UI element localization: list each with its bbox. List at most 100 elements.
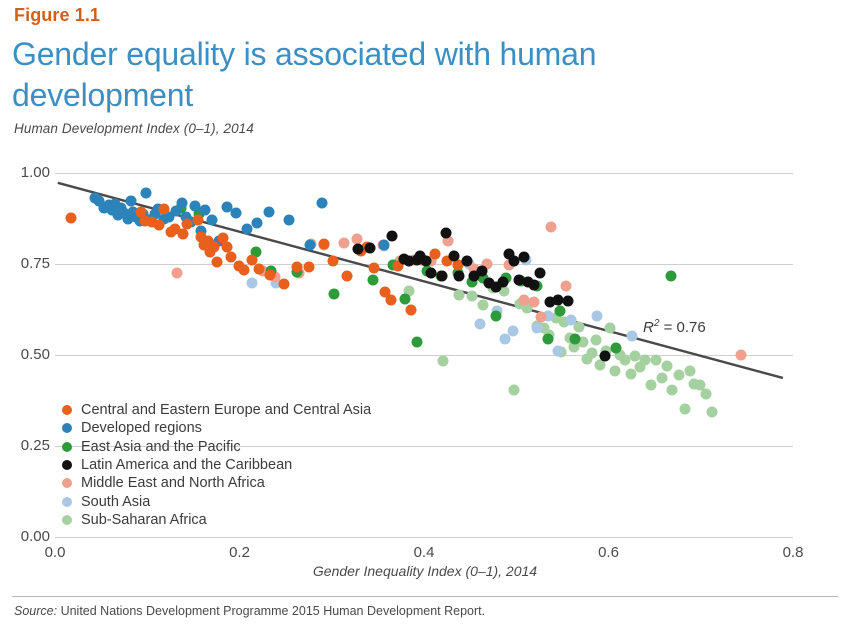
data-point	[476, 265, 488, 277]
data-point	[181, 218, 193, 230]
data-point	[503, 248, 515, 260]
x-tick-label: 0.8	[782, 544, 804, 561]
data-point	[562, 295, 574, 307]
data-point	[368, 262, 380, 274]
source-note: Source: United Nations Development Progr…	[14, 604, 485, 618]
data-point	[387, 259, 399, 271]
data-point	[466, 276, 478, 288]
data-point	[453, 270, 465, 282]
legend-item[interactable]: Central and Eastern Europe and Central A…	[62, 401, 371, 419]
data-point	[146, 216, 158, 228]
data-point	[378, 239, 390, 251]
data-point	[436, 270, 448, 282]
data-point	[291, 261, 303, 273]
data-point	[230, 207, 242, 219]
data-point	[521, 302, 533, 314]
data-point	[619, 354, 631, 366]
x-tick-label: 0.6	[598, 544, 619, 561]
data-point	[202, 235, 214, 247]
legend-swatch-icon	[62, 478, 72, 489]
data-point	[425, 267, 437, 279]
figure-title: Gender equality is associated with human…	[12, 36, 597, 113]
data-point	[609, 365, 621, 377]
data-point	[192, 214, 204, 226]
data-point	[508, 255, 520, 267]
data-point	[599, 350, 611, 362]
data-point	[278, 278, 290, 290]
data-point	[195, 225, 207, 237]
data-point	[189, 200, 201, 212]
data-point	[661, 360, 673, 372]
data-point	[135, 206, 147, 218]
data-point	[208, 241, 220, 253]
data-point	[437, 355, 449, 367]
data-point	[328, 288, 340, 300]
data-point	[238, 264, 250, 276]
data-point	[429, 248, 441, 260]
data-point	[591, 310, 603, 322]
data-point	[195, 231, 207, 243]
data-point	[477, 299, 489, 311]
data-point	[477, 272, 489, 284]
data-point	[542, 310, 554, 322]
data-point	[264, 269, 276, 281]
legend-item-label: East Asia and the Pacific	[81, 438, 241, 455]
data-point	[564, 332, 576, 344]
data-point	[351, 233, 363, 245]
legend-item-label: Latin America and the Caribbean	[81, 457, 293, 474]
y-tick-label: 0.75	[20, 255, 50, 272]
data-point	[453, 289, 465, 301]
legend-item[interactable]: Latin America and the Caribbean	[62, 456, 371, 474]
data-point	[573, 321, 585, 333]
legend-item[interactable]: Middle East and North Africa	[62, 474, 371, 492]
data-point	[468, 263, 480, 275]
data-point	[405, 304, 417, 316]
data-point	[481, 258, 493, 270]
legend-item[interactable]: Developed regions	[62, 419, 371, 437]
x-axis-title: Gender Inequality Index (0–1), 2014	[312, 563, 538, 579]
data-point	[441, 255, 453, 267]
data-point	[694, 379, 706, 391]
data-point	[440, 227, 452, 239]
legend-item[interactable]: East Asia and the Pacific	[62, 438, 371, 456]
data-point	[93, 195, 105, 207]
data-point	[673, 369, 685, 381]
data-point	[466, 290, 478, 302]
y-axis-title: Human Development Index (0–1), 2014	[14, 121, 254, 136]
data-point	[338, 237, 350, 249]
legend-item-label: Middle East and North Africa	[81, 475, 265, 492]
data-point	[169, 223, 181, 235]
data-point	[303, 261, 315, 273]
x-tick-label: 0.2	[229, 544, 250, 561]
r-squared-superscript: 2	[653, 318, 660, 329]
data-point	[565, 314, 577, 326]
data-point	[233, 260, 245, 272]
data-point	[149, 208, 161, 220]
data-point	[531, 322, 543, 334]
legend-swatch-icon	[62, 423, 72, 434]
legend-item[interactable]: South Asia	[62, 492, 371, 510]
data-point	[490, 310, 502, 322]
data-point	[508, 384, 520, 396]
legend-item[interactable]: Sub-Saharan Africa	[62, 511, 371, 529]
data-point	[109, 198, 121, 210]
data-point	[316, 197, 328, 209]
data-point	[221, 241, 233, 253]
data-point	[304, 239, 316, 251]
data-point	[474, 318, 486, 330]
data-point	[700, 388, 712, 400]
data-point	[656, 372, 668, 384]
r-squared-value: = 0.76	[659, 319, 706, 336]
source-body: United Nations Development Programme 201…	[57, 604, 486, 618]
legend-item-label: South Asia	[81, 493, 151, 510]
data-point	[153, 219, 165, 231]
data-point	[544, 296, 556, 308]
data-point	[735, 349, 747, 361]
data-point	[498, 285, 510, 297]
data-point	[650, 354, 662, 366]
data-point	[490, 281, 502, 293]
data-point	[318, 238, 330, 250]
legend-item-label: Sub-Saharan Africa	[81, 511, 207, 528]
